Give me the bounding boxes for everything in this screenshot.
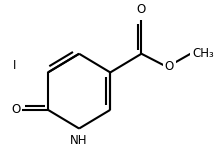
Text: I: I bbox=[13, 59, 16, 72]
Text: O: O bbox=[11, 103, 21, 116]
Text: O: O bbox=[137, 3, 146, 16]
Text: NH: NH bbox=[70, 134, 88, 147]
Text: O: O bbox=[11, 103, 21, 116]
Text: CH₃: CH₃ bbox=[192, 47, 214, 60]
Text: CH₃: CH₃ bbox=[192, 47, 214, 60]
Text: O: O bbox=[165, 61, 174, 74]
Text: O: O bbox=[165, 61, 174, 74]
Text: O: O bbox=[137, 3, 146, 16]
Text: I: I bbox=[13, 59, 16, 72]
Text: NH: NH bbox=[70, 134, 88, 147]
